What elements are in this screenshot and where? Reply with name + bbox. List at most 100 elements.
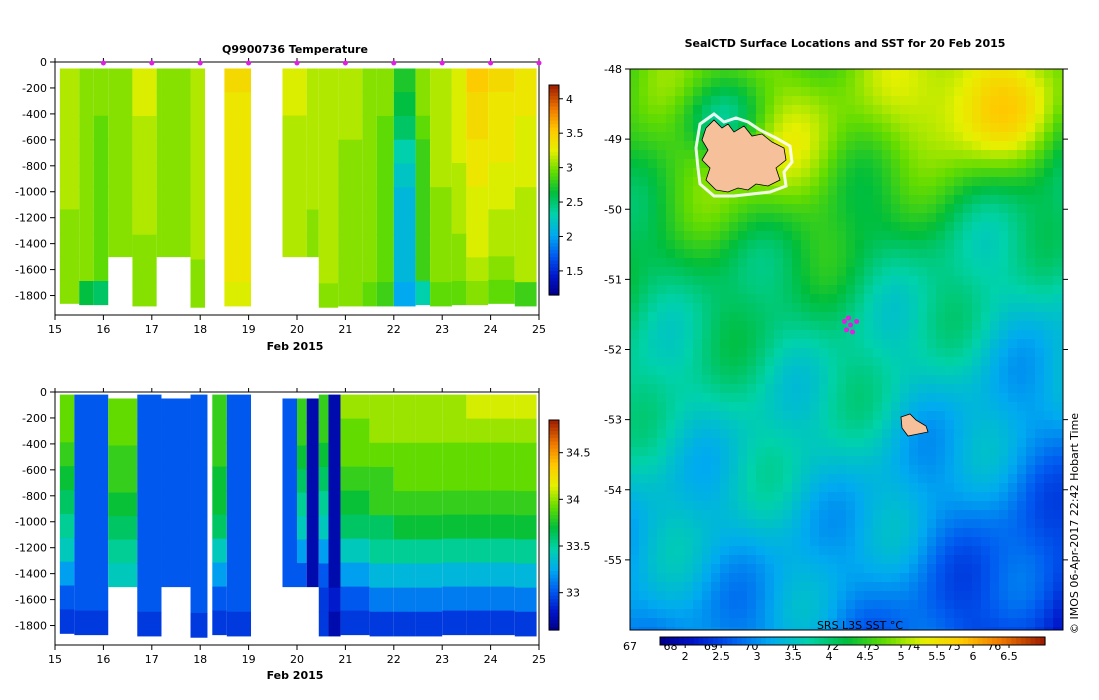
salinity-cell: [74, 490, 109, 516]
sst-cell: [882, 357, 892, 367]
sst-cell: [774, 438, 784, 448]
sst-cell: [630, 384, 640, 394]
salinity-colorbar-swatch: [549, 479, 559, 484]
sst-cell: [999, 258, 1009, 268]
sst-cell: [891, 87, 901, 97]
sst-cell: [1017, 348, 1027, 358]
sst-cell: [927, 528, 937, 538]
sst-cell: [693, 78, 703, 88]
sst-cell: [666, 195, 676, 205]
sst-cell: [738, 627, 748, 630]
salinity-cell: [442, 418, 467, 444]
temperature-cell: [415, 92, 431, 117]
sst-cell: [1053, 222, 1063, 232]
sst-cell: [765, 564, 775, 574]
sst-cell: [900, 267, 910, 277]
sst-cell: [702, 402, 712, 412]
sst-cell: [990, 555, 1000, 565]
sst-cell: [756, 294, 766, 304]
sst-cell: [765, 555, 775, 565]
sst-cell: [873, 546, 883, 556]
sst-cell: [738, 555, 748, 565]
sst-cell: [990, 375, 1000, 385]
sst-cell: [1044, 528, 1054, 538]
sst-cell: [738, 213, 748, 223]
salinity-cell: [340, 394, 370, 420]
sst-cell: [1017, 186, 1027, 196]
sst-cell: [1035, 222, 1045, 232]
sst-cell: [720, 96, 730, 106]
sst-cell: [918, 105, 928, 115]
sst-cell: [891, 159, 901, 169]
sst-cell: [675, 483, 685, 493]
sst-cell: [792, 384, 802, 394]
sst-cell: [738, 348, 748, 358]
sst-cell: [1044, 213, 1054, 223]
sst-cell: [945, 285, 955, 295]
sst-cell: [864, 249, 874, 259]
sst-cell: [720, 456, 730, 466]
sst-cell: [909, 168, 919, 178]
sst-cell: [756, 69, 766, 79]
sst-cell: [630, 456, 640, 466]
sst-cell: [1026, 213, 1036, 223]
sst-cell: [648, 501, 658, 511]
sst-cell: [990, 501, 1000, 511]
sst-cell: [873, 510, 883, 520]
sst-cell: [891, 123, 901, 133]
sst-cell: [738, 537, 748, 547]
sst-cell: [909, 222, 919, 232]
salinity-cell: [59, 418, 75, 443]
sst-cell: [963, 87, 973, 97]
salinity-cell: [297, 539, 307, 564]
sst-cell: [657, 195, 667, 205]
sst-cell: [756, 240, 766, 250]
sst-cell: [882, 375, 892, 385]
sst-cell: [765, 609, 775, 619]
sst-cell: [828, 159, 838, 169]
sst-cell: [963, 456, 973, 466]
sst-cell: [954, 420, 964, 430]
sst-cell: [810, 393, 820, 403]
sst-cell: [783, 267, 793, 277]
sst-cell: [630, 258, 640, 268]
sst-cell: [1044, 294, 1054, 304]
temperature-cell: [415, 162, 431, 188]
sst-cell: [846, 231, 856, 241]
sst-cell: [1035, 105, 1045, 115]
salinity-cell: [190, 443, 208, 468]
sst-cell: [873, 564, 883, 574]
sst-cell: [846, 141, 856, 151]
sst-cell: [1017, 618, 1027, 628]
sst-cell: [936, 141, 946, 151]
sst-cell: [1053, 402, 1063, 412]
sst-cell: [630, 348, 640, 358]
sst-cell: [927, 330, 937, 340]
sst-cell: [873, 321, 883, 331]
sst-cell: [963, 114, 973, 124]
sst-cell: [864, 420, 874, 430]
sst-cell: [711, 627, 721, 630]
salinity-y-tick-label: -1000: [15, 516, 47, 529]
salinity-cell: [108, 516, 138, 541]
sst-cell: [954, 78, 964, 88]
salinity-cell: [415, 394, 443, 420]
sst-cell: [900, 546, 910, 556]
sst-cell: [873, 384, 883, 394]
sst-cell: [1008, 231, 1018, 241]
sst-cell: [855, 249, 865, 259]
temperature-cell: [132, 234, 157, 259]
sst-cell: [702, 546, 712, 556]
sst-cell: [810, 303, 820, 313]
salinity-colorbar-swatch: [549, 420, 559, 425]
sst-cell: [1008, 114, 1018, 124]
salinity-cell: [74, 514, 109, 540]
salinity-colorbar-swatch: [549, 563, 559, 568]
sst-cell: [990, 114, 1000, 124]
sst-cell: [1008, 303, 1018, 313]
sst-cell: [918, 114, 928, 124]
temperature-cell: [132, 139, 157, 164]
sst-cell: [693, 285, 703, 295]
temperature-cell: [93, 281, 109, 306]
sst-cell: [846, 87, 856, 97]
